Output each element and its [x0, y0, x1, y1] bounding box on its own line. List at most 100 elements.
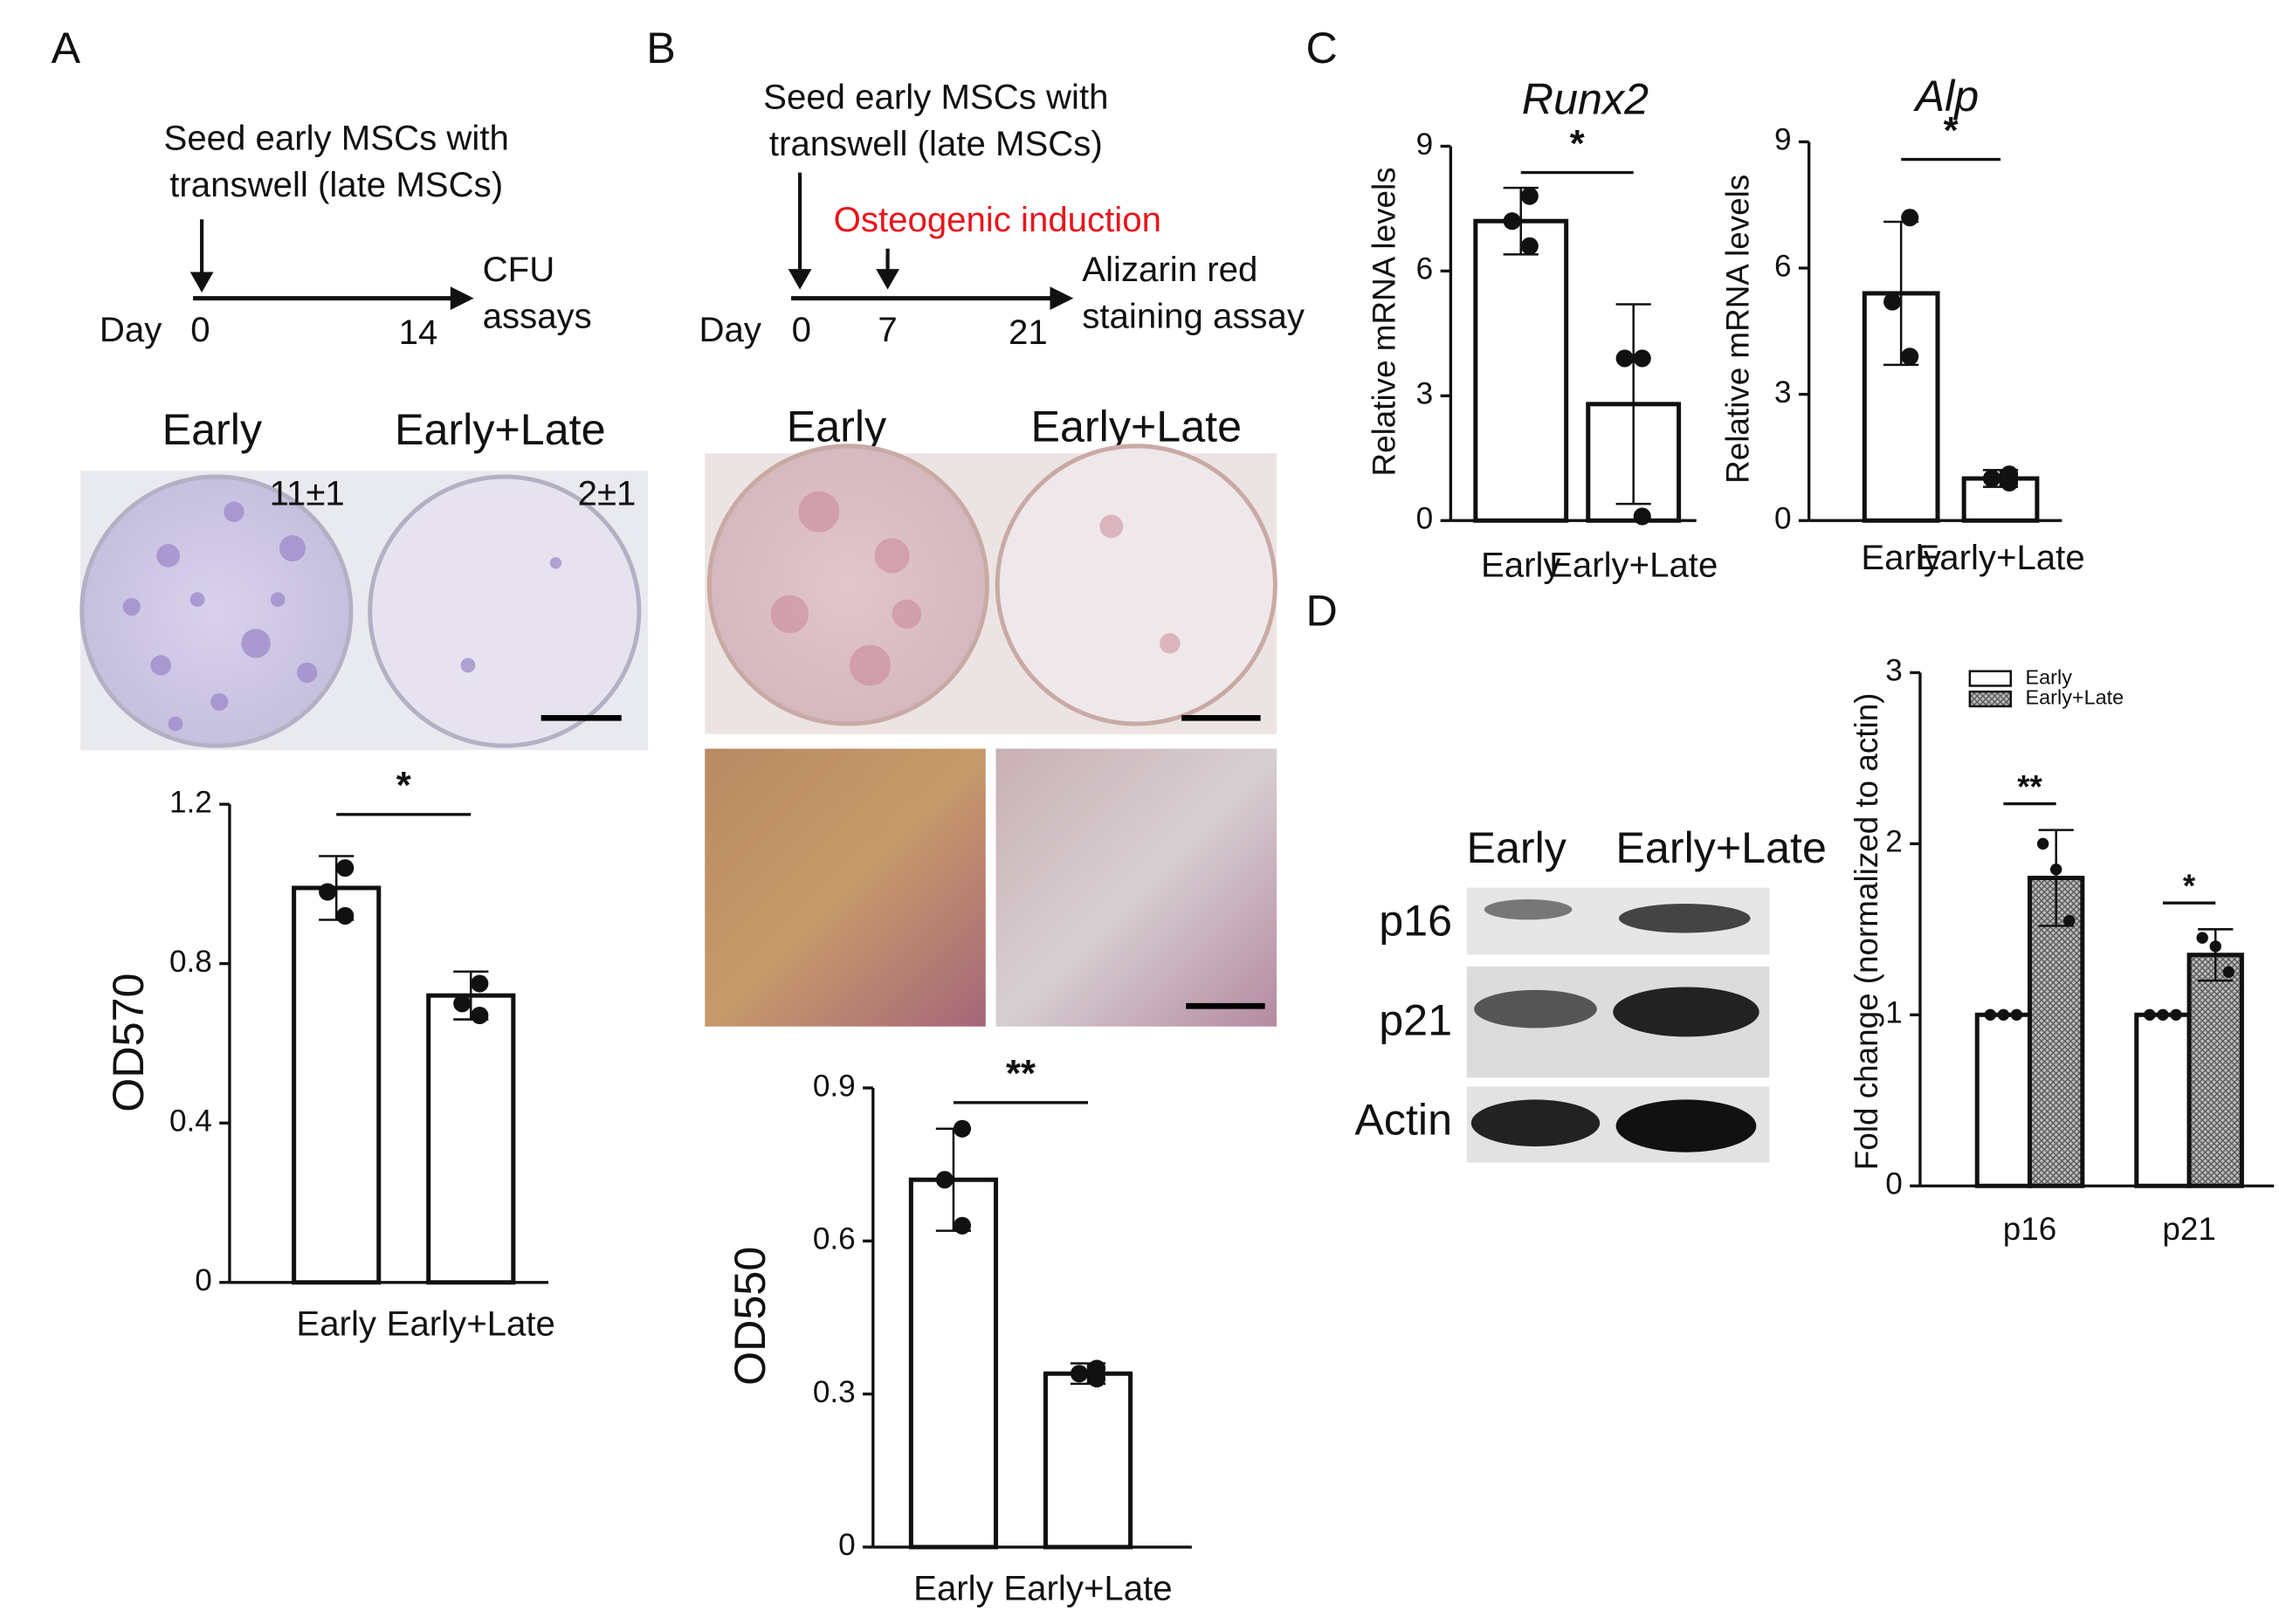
- colonies: [122, 501, 562, 732]
- panel-label: B: [646, 24, 676, 72]
- y-axis-label: Relative mRNA levels: [1720, 175, 1756, 484]
- arrow-head: [876, 269, 899, 290]
- timeline-text: 21: [1009, 313, 1048, 352]
- data-point: [953, 1216, 972, 1235]
- y-tick-label: 0: [1885, 1167, 1903, 1201]
- row-label: p21: [1379, 996, 1452, 1045]
- band: [1618, 904, 1751, 933]
- x-tick-label: Early: [1861, 538, 1941, 577]
- micrograph: [705, 748, 986, 1027]
- timeline-text: Day: [100, 310, 162, 349]
- bar: [1043, 1371, 1133, 1550]
- data-point: [2170, 1008, 2182, 1021]
- y-tick-label: 6: [1416, 252, 1434, 286]
- band: [1615, 1099, 1757, 1153]
- photo-label: Early: [787, 403, 887, 451]
- bar: [2134, 1012, 2192, 1188]
- lane-label: Early: [1466, 823, 1567, 872]
- row-label: Actin: [1354, 1095, 1452, 1144]
- data-point: [1883, 292, 1902, 311]
- legend-label: Early+Late: [2026, 686, 2124, 709]
- bar: [1974, 1012, 2033, 1188]
- legend-label: Early: [2026, 665, 2073, 688]
- arrow-head: [450, 286, 474, 311]
- data-point: [336, 859, 355, 877]
- row-label: p16: [1379, 897, 1452, 946]
- data-point: [2196, 932, 2208, 944]
- significance-label: *: [396, 765, 411, 807]
- timeline-text: Seed early MSCs with: [763, 77, 1108, 116]
- data-point: [471, 974, 489, 993]
- data-point: [1997, 1008, 2010, 1021]
- timeline-text: transwell (late MSCs): [769, 124, 1103, 163]
- y-tick-label: 9: [1416, 127, 1434, 162]
- legend-swatch: [1968, 670, 2013, 687]
- count-label: 11±1: [270, 473, 345, 513]
- y-tick-label: 2: [1885, 825, 1903, 859]
- data-point: [1615, 349, 1634, 368]
- bar: [2186, 953, 2244, 1188]
- x-tick-label: Early+Late: [1916, 538, 2084, 577]
- significance-label: **: [1006, 1053, 1036, 1095]
- timeline-text: Seed early MSCs with: [164, 118, 509, 157]
- panel-label: A: [52, 24, 81, 72]
- y-tick-label: 0: [1416, 501, 1434, 535]
- x-tick-label: Early+Late: [387, 1304, 555, 1344]
- bar: [1473, 218, 1569, 523]
- panel-label: D: [1306, 587, 1338, 636]
- arrow-head: [1050, 286, 1074, 311]
- y-tick-label: 0.3: [813, 1375, 856, 1409]
- y-tick-label: 3: [1885, 654, 1903, 688]
- x-tick-label: Early+Late: [1003, 1569, 1172, 1608]
- y-tick-label: 0.8: [169, 945, 212, 979]
- data-point: [319, 883, 337, 901]
- timeline-text: 0: [792, 310, 811, 349]
- data-point: [935, 1171, 954, 1189]
- timeline-text: CFU: [483, 250, 555, 289]
- dish: [368, 474, 642, 748]
- dish: [706, 444, 989, 726]
- timeline-text: 7: [878, 310, 897, 349]
- timeline-text: 14: [399, 313, 438, 352]
- significance-label: *: [1570, 123, 1585, 165]
- data-point: [2144, 1008, 2156, 1021]
- y-tick-label: 0: [195, 1263, 212, 1297]
- y-tick-label: 0: [1774, 501, 1792, 535]
- timeline-text: Day: [699, 310, 762, 349]
- x-tick-label: Early: [913, 1569, 994, 1608]
- count-label: 2±1: [578, 473, 637, 513]
- y-tick-label: 1.2: [169, 785, 212, 819]
- y-axis-label: OD570: [104, 974, 153, 1112]
- micrograph: [995, 748, 1277, 1027]
- data-point: [2209, 940, 2221, 953]
- x-tick-label: Early+Late: [1549, 545, 1718, 584]
- chart-title: Runx2: [1522, 74, 1649, 123]
- data-point: [2222, 966, 2235, 979]
- panel-label: C: [1306, 24, 1338, 72]
- band: [1613, 987, 1759, 1037]
- timeline-text: 0: [190, 310, 210, 349]
- data-point: [2049, 864, 2062, 876]
- y-tick-label: 0.6: [813, 1222, 856, 1256]
- photo-label: Early+Late: [1030, 403, 1242, 451]
- data-point: [1984, 1008, 1997, 1021]
- x-tick-label: Early: [296, 1304, 376, 1344]
- significance-label: **: [2017, 769, 2042, 805]
- timeline-text: Alizarin red: [1082, 250, 1257, 289]
- data-point: [1070, 1365, 1089, 1383]
- bar: [908, 1177, 999, 1550]
- band: [1470, 1099, 1601, 1147]
- significance-label: *: [1944, 110, 1959, 152]
- photo-label: Early: [162, 405, 263, 454]
- data-point: [453, 994, 472, 1013]
- significance-label: *: [2183, 868, 2196, 904]
- data-point: [2157, 1008, 2169, 1021]
- y-tick-label: 3: [1774, 375, 1792, 409]
- band: [1474, 989, 1597, 1029]
- photo-label: Early+Late: [395, 405, 606, 454]
- y-axis-label: OD550: [726, 1247, 775, 1386]
- data-point: [1901, 209, 1919, 227]
- y-tick-label: 1: [1885, 996, 1903, 1030]
- y-tick-label: 0.9: [813, 1069, 856, 1103]
